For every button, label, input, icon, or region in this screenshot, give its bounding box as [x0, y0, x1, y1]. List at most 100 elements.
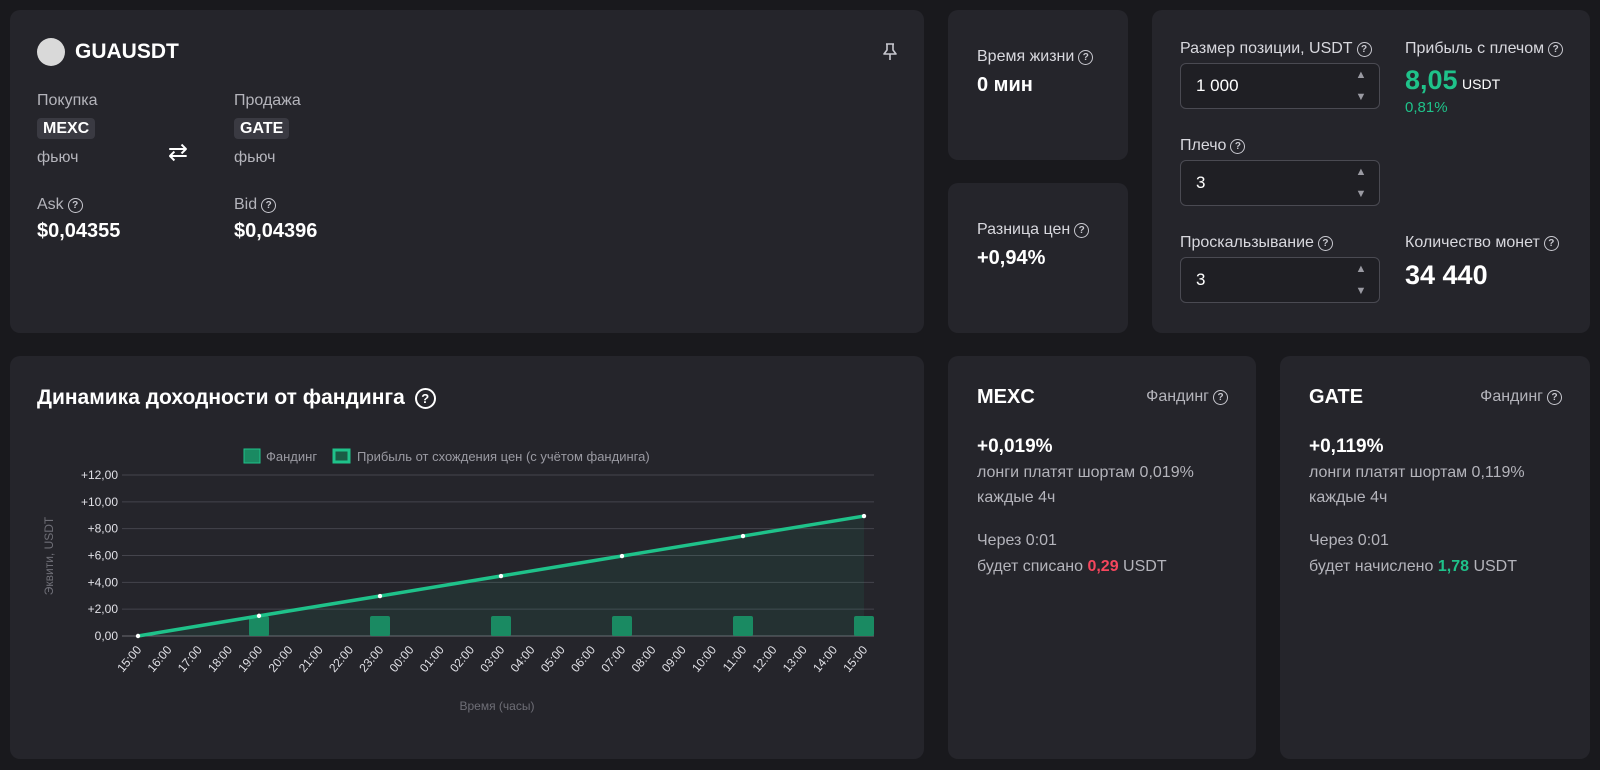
help-icon[interactable]: ?: [1356, 42, 1372, 57]
help-icon[interactable]: ?: [1543, 236, 1559, 251]
x-tick-label: 21:00: [296, 643, 326, 675]
help-icon[interactable]: ?: [1547, 390, 1562, 405]
gate-funding-rate: +0,119%: [1309, 436, 1384, 457]
gate-funding-label: Фандинг: [1480, 388, 1543, 405]
lifetime-label: Время жизни: [977, 48, 1075, 65]
bid-price: $0,04396: [234, 220, 318, 242]
slippage-label: Проскальзывание: [1180, 234, 1314, 251]
help-icon[interactable]: ?: [261, 198, 277, 213]
x-tick-label: 17:00: [175, 643, 205, 675]
leverage-label: Плечо: [1180, 137, 1227, 154]
x-tick-label: 04:00: [508, 643, 538, 675]
mexc-funding-rate: +0,019%: [977, 436, 1053, 457]
x-tick-label: 14:00: [810, 643, 840, 675]
funding-bar: [733, 616, 753, 636]
mexc-funding-desc: лонги платят шортам 0,019%: [977, 464, 1194, 481]
increment-icon[interactable]: ▲: [1355, 166, 1367, 178]
x-tick-label: 23:00: [356, 643, 386, 675]
x-tick-label: 09:00: [659, 643, 689, 675]
help-icon[interactable]: ?: [414, 388, 436, 409]
bid-label: Bid: [234, 196, 258, 213]
profit-point: [498, 573, 504, 579]
legend-swatch-funding: [243, 448, 261, 464]
pair-card: GUAUSDT Покупка Продажа MEXC GATE фьюч ф…: [10, 10, 924, 333]
ask-label: Ask: [37, 196, 64, 213]
mexc-exchange-name: MEXC: [977, 386, 1035, 408]
sell-exchange-chip[interactable]: GATE: [234, 118, 290, 139]
x-tick-label: 13:00: [780, 643, 810, 675]
y-tick-label: +4,00: [88, 575, 119, 589]
help-icon[interactable]: ?: [1317, 236, 1333, 251]
gate-credit-row: будет начислено 1,78 USDT: [1309, 558, 1517, 576]
mexc-charge-text: будет списано: [977, 558, 1083, 575]
lifetime-value: 0 мин: [977, 74, 1033, 96]
profit-label: Прибыль с плечом: [1405, 40, 1545, 57]
x-tick-label: 01:00: [417, 643, 447, 675]
mexc-funding-interval: каждые 4ч: [977, 489, 1056, 506]
position-size-input[interactable]: [1180, 63, 1380, 109]
calculator-card: Размер позиции, USDT? ▲ ▼ Плечо? ▲ ▼ Про…: [1152, 10, 1590, 333]
x-tick-label: 06:00: [568, 643, 598, 675]
buy-exchange-chip[interactable]: MEXC: [37, 118, 96, 139]
funding-bar: [612, 616, 632, 636]
leverage-input[interactable]: [1180, 160, 1380, 206]
help-icon[interactable]: ?: [67, 198, 83, 213]
slippage-label-row: Проскальзывание?: [1180, 234, 1333, 252]
gate-funding-interval: каждые 4ч: [1309, 489, 1388, 506]
x-tick-label: 00:00: [387, 643, 417, 675]
help-icon[interactable]: ?: [1230, 139, 1246, 154]
decrement-icon[interactable]: ▼: [1355, 188, 1367, 200]
x-tick-label: 03:00: [477, 643, 507, 675]
y-tick-label: +12,00: [81, 468, 118, 482]
price-diff-label: Разница цен: [977, 221, 1071, 238]
price-diff-label-row: Разница цен?: [977, 221, 1090, 239]
x-tick-label: 10:00: [689, 643, 719, 675]
gate-countdown: Через 0:01: [1309, 532, 1389, 549]
funding-bar: [370, 616, 390, 636]
x-tick-label: 15:00: [840, 643, 870, 675]
x-tick-label: 20:00: [266, 643, 296, 675]
x-tick-label: 07:00: [598, 643, 628, 675]
coins-value: 34 440: [1405, 260, 1488, 290]
position-label-row: Размер позиции, USDT?: [1180, 40, 1372, 58]
mexc-charge-row: будет списано 0,29 USDT: [977, 558, 1167, 576]
help-icon[interactable]: ?: [1078, 50, 1094, 65]
increment-icon[interactable]: ▲: [1355, 69, 1367, 81]
x-tick-label: 05:00: [538, 643, 568, 675]
funding-chart: 0,00 +2,00 +4,00 +6,00 +8,00 +10,00 +12,00 15:0…: [42, 448, 874, 713]
swap-icon[interactable]: ⇄: [168, 139, 189, 166]
profit-value-row: 8,05 USDT: [1405, 65, 1500, 96]
help-icon[interactable]: ?: [1548, 42, 1564, 57]
gate-credit-amount: 1,78: [1437, 558, 1469, 575]
sell-label: Продажа: [234, 92, 301, 109]
pair-symbol: GUAUSDT: [75, 40, 179, 63]
x-tick-label: 16:00: [145, 643, 175, 675]
increment-icon[interactable]: ▲: [1355, 263, 1367, 275]
y-tick-label: 0,00: [95, 629, 119, 643]
x-tick-label: 11:00: [720, 643, 750, 675]
x-tick-label: 02:00: [447, 643, 477, 675]
decrement-icon[interactable]: ▼: [1355, 91, 1367, 103]
bid-label-row: Bid?: [234, 196, 277, 214]
position-label: Размер позиции, USDT: [1180, 40, 1353, 57]
slippage-input[interactable]: [1180, 257, 1380, 303]
chart-title: Динамика доходности от фандинга: [37, 386, 405, 409]
ask-price: $0,04355: [37, 220, 121, 242]
pin-icon[interactable]: [880, 42, 900, 62]
profit-value: 8,05: [1405, 65, 1458, 95]
price-diff-value: +0,94%: [977, 247, 1046, 269]
y-axis-label: Эквити, USDT: [42, 516, 56, 595]
mexc-charge-unit: USDT: [1123, 558, 1167, 575]
y-tick-label: +2,00: [88, 602, 119, 616]
decrement-icon[interactable]: ▼: [1355, 285, 1367, 297]
gate-exchange-name: GATE: [1309, 386, 1364, 408]
help-icon[interactable]: ?: [1213, 390, 1228, 405]
x-tick-label: 08:00: [629, 643, 659, 675]
gate-credit-unit: USDT: [1473, 558, 1517, 575]
x-tick-label: 19:00: [235, 643, 265, 675]
coins-label-row: Количество монет?: [1405, 234, 1559, 252]
help-icon[interactable]: ?: [1074, 223, 1090, 238]
legend-label-profit: Прибыль от схождения цен (с учётом фанди…: [357, 449, 650, 464]
legend-label-funding: Фандинг: [266, 449, 317, 464]
funding-bar: [491, 616, 511, 636]
